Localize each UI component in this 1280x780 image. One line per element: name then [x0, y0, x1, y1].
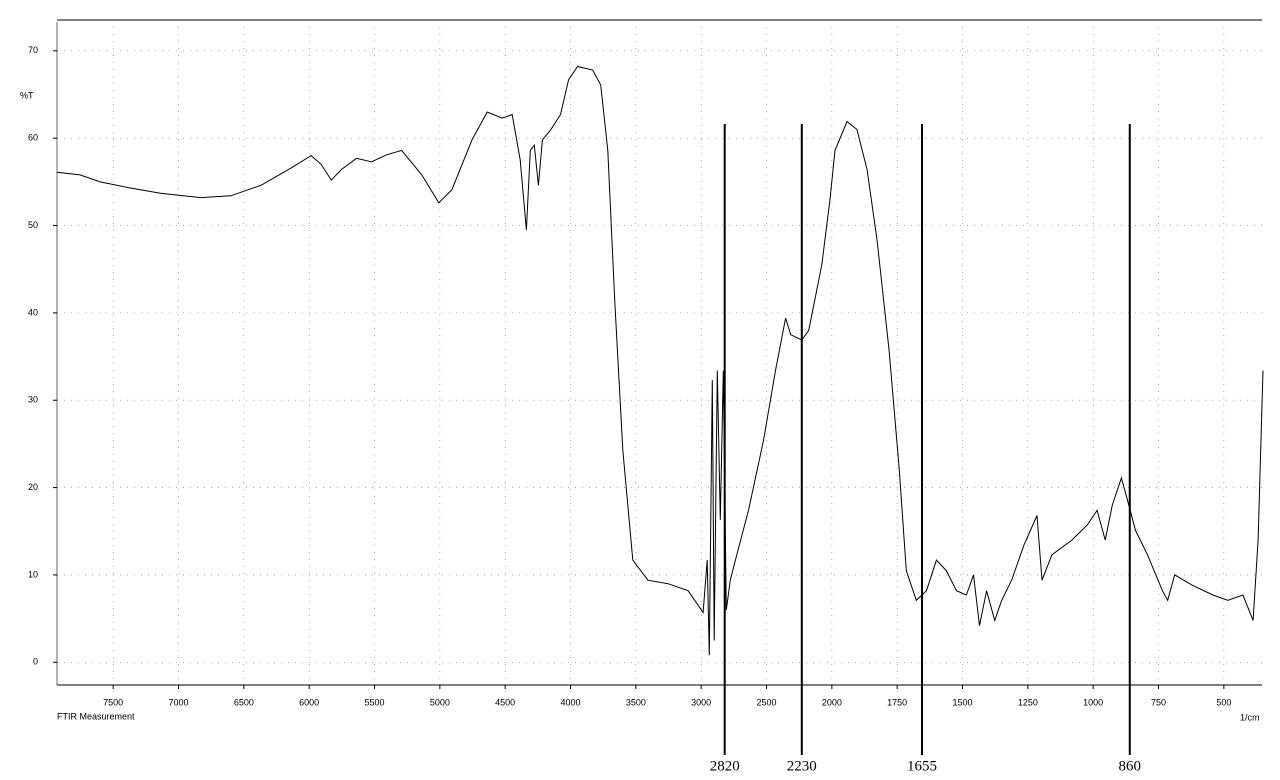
x-tick-label: 2500	[756, 697, 776, 707]
spectrum-line	[56, 65, 1264, 656]
x-tick-label: 750	[1151, 697, 1166, 707]
x-tick-label: 3000	[691, 697, 711, 707]
x-tick-label: 1500	[952, 697, 972, 707]
x-tick-label: 2000	[822, 697, 842, 707]
peak-label: 860	[1119, 758, 1142, 774]
peak-label: 2230	[787, 758, 817, 774]
x-axis-label: FTIR Measurement	[57, 711, 135, 721]
x-tick-label: 4500	[495, 697, 515, 707]
x-tick-label: 3500	[626, 697, 646, 707]
x-tick-label: 5500	[365, 697, 385, 707]
y-tick-label: 0	[33, 657, 38, 667]
x-tick-label: 1750	[887, 697, 907, 707]
x-tick-label: 5000	[430, 697, 450, 707]
y-tick-label: 60	[28, 133, 38, 143]
x-tick-label: 7000	[169, 697, 189, 707]
y-tick-label: 20	[28, 482, 38, 492]
x-unit-label: 1/cm	[1240, 712, 1260, 722]
x-tick-label: 1250	[1018, 697, 1038, 707]
x-tick-label: 6500	[234, 697, 254, 707]
x-tick-label: 1000	[1083, 697, 1103, 707]
x-tick-label: 7500	[103, 697, 123, 707]
y-tick-label: 50	[28, 220, 38, 230]
y-tick-label: 70	[28, 45, 38, 55]
peak-label: 2820	[710, 758, 740, 774]
peak-label: 1655	[907, 758, 937, 774]
y-tick-label: 10	[28, 569, 38, 579]
x-tick-label: 4000	[561, 697, 581, 707]
y-tick-label: 30	[28, 395, 38, 405]
x-tick-label: 500	[1216, 697, 1231, 707]
y-tick-label: 40	[28, 307, 38, 317]
y-axis-label: %T	[20, 90, 34, 100]
x-tick-label: 6000	[299, 697, 319, 707]
